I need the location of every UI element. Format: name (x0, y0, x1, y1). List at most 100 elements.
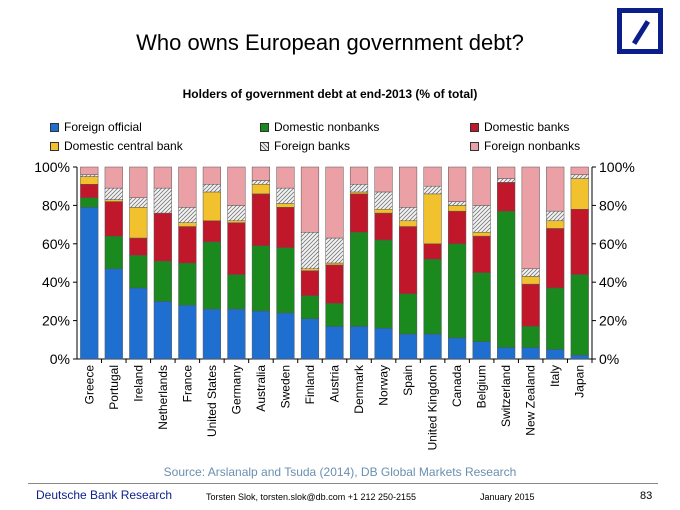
y-tick-label-left: 0% (50, 351, 70, 367)
y-tick-label-left: 60% (42, 236, 70, 252)
bar-segment-denmark-foreign-official (349, 326, 369, 360)
bar-segment-canada-domestic-banks (448, 210, 467, 245)
bar-segment-japan-foreign-official (570, 354, 589, 360)
bar-segment-new-zealand-domestic-banks (521, 283, 540, 327)
bar-segment-belgium-domestic-central-bank (472, 232, 491, 237)
bar-segment-japan-foreign-nonbanks (570, 166, 589, 175)
bar-segment-france-foreign-nonbanks (178, 166, 197, 208)
legend-swatch (260, 122, 269, 132)
bar-segment-greece-domestic-nonbanks (80, 197, 99, 208)
bar-segment-united-kingdom-domestic-central-bank (423, 193, 442, 245)
bar-segment-spain-foreign-nonbanks (398, 166, 418, 208)
x-tick-label-united-kingdom: United Kingdom (426, 365, 440, 450)
legend-label: Foreign official (64, 120, 142, 134)
chart-title: Holders of government debt at end-2013 (… (182, 87, 478, 101)
bar-segment-belgium-domestic-banks (472, 235, 491, 273)
legend-label: Domestic banks (484, 120, 570, 134)
x-tick-label-portugal: Portugal (107, 365, 121, 410)
bar-segment-france-domestic-nonbanks (178, 262, 197, 306)
bar-segment-united-states-foreign-banks (202, 184, 221, 193)
bar-segment-netherlands-foreign-nonbanks (153, 166, 172, 189)
x-tick-label-united-states: United States (205, 365, 219, 437)
bar-segment-france-foreign-official (178, 304, 197, 360)
footer-divider (28, 483, 658, 484)
bar-segment-australia-foreign-nonbanks (251, 166, 271, 181)
bar-segment-austria-foreign-nonbanks (325, 166, 344, 239)
bar-segment-finland-domestic-central-bank (300, 268, 320, 271)
bar-segment-united-kingdom-foreign-official (423, 333, 442, 360)
bar-segment-united-kingdom-domestic-nonbanks (423, 258, 442, 335)
bar-segment-new-zealand-domestic-nonbanks (521, 326, 540, 348)
bar-segment-germany-foreign-banks (227, 205, 246, 222)
bar-segment-france-domestic-banks (178, 226, 197, 264)
bar-segment-sweden-domestic-nonbanks (276, 247, 295, 314)
bar-segment-spain-domestic-central-bank (398, 220, 418, 227)
y-tick-label-left: 20% (42, 313, 70, 329)
bar-segment-sweden-domestic-banks (276, 207, 295, 248)
bar-segment-denmark-domestic-central-bank (349, 191, 369, 195)
bar-segment-japan-domestic-central-bank (570, 178, 589, 210)
bar-segment-portugal-domestic-banks (104, 201, 123, 237)
bar-segment-australia-domestic-nonbanks (251, 245, 271, 312)
bar-segment-switzerland-foreign-banks (497, 178, 516, 183)
bar-segment-france-foreign-banks (178, 207, 197, 223)
bar-segment-belgium-foreign-nonbanks (472, 166, 491, 206)
bar-segment-finland-foreign-nonbanks (300, 166, 320, 233)
x-tick-label-belgium: Belgium (475, 365, 489, 408)
source-note: Source: Arslanalp and Tsuda (2014), DB G… (163, 465, 517, 479)
legend-item-foreign-banks: Foreign banks (260, 139, 350, 153)
legend-item-domestic-nonbanks: Domestic nonbanks (260, 120, 379, 134)
bar-segment-united-states-foreign-official (202, 308, 221, 360)
bar-segment-spain-domestic-nonbanks (398, 293, 418, 335)
legend-item-domestic-central-bank: Domestic central bank (50, 139, 183, 153)
bar-segment-united-states-foreign-nonbanks (202, 166, 221, 185)
bar-segment-australia-foreign-official (251, 310, 271, 360)
x-tick-label-spain: Spain (401, 365, 415, 396)
bar-segment-portugal-domestic-nonbanks (104, 235, 123, 270)
x-tick-label-italy: Italy (548, 365, 562, 387)
legend-item-domestic-banks: Domestic banks (470, 120, 569, 134)
x-tick-label-greece: Greece (82, 365, 96, 405)
bar-segment-germany-domestic-banks (227, 222, 246, 275)
legend-swatch (50, 141, 59, 151)
legend-label: Foreign banks (274, 139, 351, 153)
bar-segment-ireland-foreign-nonbanks (129, 166, 148, 198)
bar-segment-spain-domestic-banks (398, 226, 418, 294)
bar-segment-italy-domestic-nonbanks (546, 287, 565, 350)
bar-segment-japan-domestic-banks (570, 208, 589, 275)
legend-item-foreign-official: Foreign official (50, 120, 142, 134)
bar-segment-finland-foreign-banks (300, 232, 320, 270)
bar-segment-canada-domestic-central-bank (448, 205, 467, 212)
bar-segment-netherlands-foreign-banks (153, 187, 172, 214)
bar-segment-greece-foreign-nonbanks (80, 166, 99, 175)
bar-segment-japan-domestic-nonbanks (570, 274, 589, 356)
x-tick-label-ireland: Ireland (131, 365, 145, 402)
bar-segment-united-states-domestic-central-bank (202, 191, 221, 222)
x-tick-label-canada: Canada (450, 365, 464, 407)
bar-segment-greece-foreign-banks (80, 174, 99, 177)
bar-segment-new-zealand-foreign-official (521, 347, 540, 360)
x-tick-label-switzerland: Switzerland (499, 365, 513, 427)
bar-segment-germany-foreign-official (227, 308, 246, 360)
bar-segment-austria-foreign-official (325, 326, 344, 360)
legend-swatch (470, 141, 479, 151)
bar-segment-australia-domestic-banks (251, 193, 271, 246)
bar-segment-italy-domestic-central-bank (546, 220, 565, 229)
bar-segment-sweden-foreign-nonbanks (276, 166, 295, 189)
bar-segment-norway-domestic-central-bank (374, 208, 393, 214)
bar-segment-austria-domestic-banks (325, 264, 344, 304)
bar-segment-norway-foreign-official (374, 328, 393, 360)
legend-label: Foreign nonbanks (484, 139, 581, 153)
bar-segment-ireland-domestic-nonbanks (129, 255, 148, 289)
x-tick-label-finland: Finland (303, 365, 317, 404)
bar-segment-new-zealand-foreign-nonbanks (521, 166, 540, 270)
bar-segment-sweden-domestic-central-bank (276, 203, 295, 208)
bar-segment-greece-foreign-official (80, 207, 99, 360)
bar-segment-finland-domestic-banks (300, 270, 320, 296)
bar-segment-germany-foreign-nonbanks (227, 166, 246, 206)
page-title: Who owns European government debt? (136, 30, 524, 55)
bar-segment-austria-domestic-nonbanks (325, 303, 344, 327)
footer-brand: Deutsche Bank Research (36, 488, 173, 502)
bar-segment-ireland-domestic-banks (129, 237, 148, 256)
bar-segment-portugal-foreign-banks (104, 187, 123, 200)
